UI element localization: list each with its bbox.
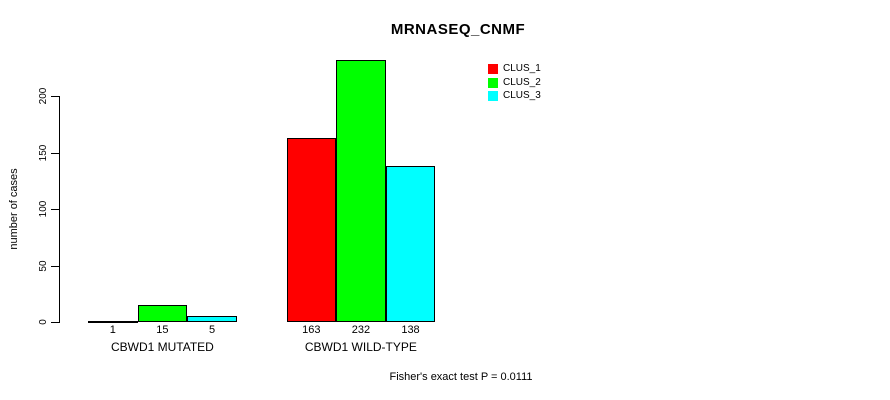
bar-clus_1-2: [286, 138, 337, 322]
legend-label: CLUS_3: [503, 90, 541, 102]
y-axis-tick: [51, 209, 59, 211]
bar-value-label: 5: [208, 324, 216, 336]
bar-clus_2-1: [137, 305, 188, 322]
x-category-label: CBWD1 MUTATED: [110, 340, 214, 354]
bar-value-label: 163: [302, 324, 321, 336]
y-tick-label: 50: [38, 260, 49, 272]
legend-swatch-clus_2: [488, 77, 498, 88]
bar-value-label: 138: [401, 324, 420, 336]
bar-clus_2-2: [336, 60, 386, 322]
x-category-label: CBWD1 WILD-TYPE: [304, 340, 417, 354]
y-tick-label: 200: [38, 88, 49, 105]
legend: CLUS_1 CLUS_2 CLUS_3: [488, 64, 541, 105]
bar-clus_3-2: [385, 166, 436, 322]
bar-value-label: 1: [109, 324, 116, 336]
chart-title: MRNASEQ_CNMF: [390, 21, 526, 38]
y-tick-label: 0: [38, 319, 49, 325]
y-tick-label: 100: [38, 200, 49, 218]
legend-swatch-clus_3: [488, 91, 498, 102]
bar-clus_1-1: [88, 320, 138, 323]
y-axis-label: number of cases: [8, 168, 20, 250]
y-axis-tick: [51, 152, 59, 154]
y-axis-line: [59, 96, 60, 323]
legend-item-clus_1: CLUS_1: [488, 64, 541, 74]
legend-swatch-clus_1: [488, 64, 498, 74]
y-axis-tick: [51, 96, 59, 98]
legend-label: CLUS_2: [503, 76, 541, 88]
legend-label: CLUS_1: [503, 63, 541, 74]
y-tick-label: 150: [38, 144, 49, 162]
bar-clus_3-1: [187, 316, 237, 322]
bar-value-label: 232: [351, 324, 371, 336]
legend-item-clus_2: CLUS_2: [488, 76, 541, 88]
fisher-test-annotation: Fisher's exact test P = 0.0111: [389, 371, 533, 383]
bar-value-label: 15: [156, 324, 169, 336]
y-axis-tick: [51, 322, 59, 323]
legend-item-clus_3: CLUS_3: [488, 90, 541, 102]
y-axis-tick: [51, 265, 59, 267]
